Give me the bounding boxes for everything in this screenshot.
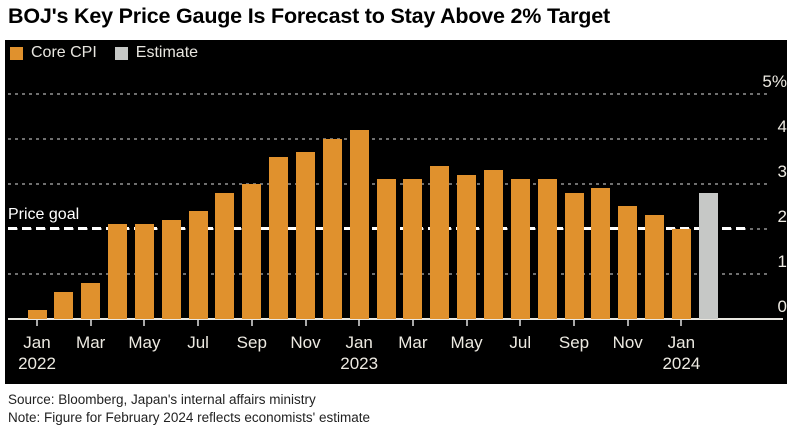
price-goal-label: Price goal [8,206,80,223]
legend-label-estimate: Estimate [135,44,199,61]
x-axis-year-2022: 2022 [18,353,56,373]
bar-jul-2023 [510,179,530,319]
x-axis-label-sep-2022: Sep [236,332,267,352]
estimate-swatch-icon [114,46,128,60]
gridline-5pct [8,92,771,95]
bar-jul-2022 [188,210,208,319]
bar-may-2023 [457,174,477,319]
x-axis-label-nov-2022: Nov [290,332,321,352]
legend-item-estimate: Estimate [114,44,199,61]
gridline-4pct [8,137,771,140]
y-axis-label-0: 0 [777,296,787,316]
x-tick-sep-2023 [573,319,575,326]
y-axis-label-1: 1 [777,251,787,271]
source-line: Source: Bloomberg, Japan's internal affa… [8,392,316,407]
bar-aug-2022 [215,192,235,319]
x-tick-sep-2022 [250,319,253,326]
note-line: Note: Figure for February 2024 reflects … [8,409,370,425]
baseline-0pct [8,317,783,320]
bar-nov-2022 [296,152,315,319]
x-tick-jan-2022 [36,319,38,326]
bar-jun-2023 [483,170,503,319]
bar-mar-2022 [81,282,101,319]
y-axis-label-2: 2 [777,206,787,226]
x-tick-jul-2022 [197,319,200,326]
bar-oct-2023 [591,188,611,319]
legend-label-core-cpi: Core CPI [31,44,97,61]
bar-jan-2024 [671,228,691,319]
x-axis-label-sep-2023: Sep [558,332,590,352]
x-axis-label-jan-2024: Jan 2024 [649,332,713,374]
x-axis-label-may-2022: May [128,332,161,352]
plot-area: 0 1 2 3 4 5% Jan 2022 Mar May Jul Sep Nov Jan 2023 Mar M… [5,40,787,384]
x-tick-may-2023 [465,319,468,326]
x-axis-label-jul-2023: Jul [509,332,532,352]
bar-apr-2023 [430,165,450,319]
legend: Core CPI Estimate [10,45,216,61]
bar-dec-2023 [645,215,665,319]
core-cpi-swatch-icon [10,46,23,60]
x-tick-nov-2023 [626,319,629,326]
bar-jan-2022 [27,309,47,319]
bar-apr-2022 [108,224,128,319]
x-tick-jan-2023 [358,319,361,326]
bar-jun-2022 [161,219,181,319]
bar-jan-2023 [349,129,369,319]
bar-feb-2024 [698,192,718,319]
x-axis-label-jul-2022: Jul [187,332,209,352]
legend-item-core-cpi: Core CPI [10,45,97,61]
x-tick-nov-2022 [304,319,307,326]
bar-feb-2022 [54,291,74,319]
x-axis-label-jan-2022: Jan 2022 [5,332,69,374]
y-axis-label-3: 3 [777,161,787,181]
chart-title: BOJ's Key Price Gauge Is Forecast to Sta… [8,4,610,28]
x-axis-label-mar-2022: Mar [76,332,106,352]
bar-may-2022 [134,224,154,319]
bar-sep-2023 [564,192,584,319]
bar-sep-2022 [242,183,262,319]
x-axis-label-jan-2023: Jan 2023 [327,332,391,374]
bar-feb-2023 [376,179,396,319]
x-tick-jul-2023 [519,319,522,326]
x-tick-mar-2023 [411,319,414,326]
x-axis-label-nov-2023: Nov [612,332,643,352]
x-tick-jan-2024 [680,319,683,326]
x-axis-year-2023: 2023 [340,353,379,373]
bar-nov-2023 [618,206,638,319]
x-axis-label-mar-2023: Mar [398,332,428,352]
y-axis-label-4: 4 [777,116,787,136]
x-axis-year-2024: 2024 [662,353,701,373]
x-axis-label-may-2023: May [450,332,483,352]
y-axis-label-5: 5% [762,71,787,91]
bar-mar-2023 [403,179,423,319]
bar-aug-2023 [537,179,557,319]
chart-panel: Core CPI Estimate 0 1 2 3 4 5% Jan 2022 Mar May Ju… [5,40,787,384]
bar-oct-2022 [269,156,289,319]
footer: Source: Bloomberg, Japan's internal affa… [8,391,370,426]
x-tick-may-2022 [143,319,146,326]
x-tick-mar-2022 [89,319,92,326]
bar-dec-2022 [322,138,342,319]
